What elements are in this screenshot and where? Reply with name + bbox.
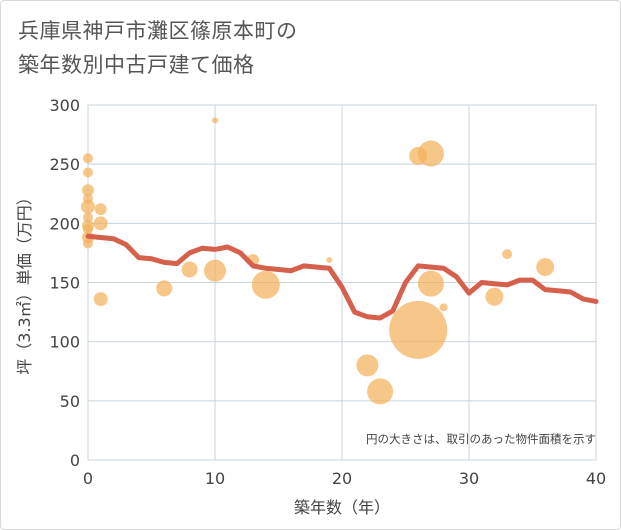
bubble-point	[439, 303, 448, 312]
bubble-point	[485, 287, 504, 306]
y-tick-label: 250	[49, 155, 80, 174]
bubble-point	[536, 258, 555, 277]
bubble-point	[181, 261, 198, 278]
y-tick-label: 200	[49, 214, 80, 233]
y-tick-label: 50	[60, 392, 80, 411]
bubble-point	[93, 216, 108, 231]
trend-line	[85, 233, 599, 321]
bubble-point	[389, 300, 448, 359]
chart-title: 兵庫県神戸市灘区篠原本町の 築年数別中古戸建て価格	[18, 14, 298, 82]
bubble-point	[502, 249, 513, 260]
bubble-point	[83, 167, 93, 178]
x-axis-title: 築年数（年）	[294, 498, 390, 517]
grid-lines	[87, 104, 597, 461]
bubble-point	[204, 259, 226, 282]
bubble-point	[326, 257, 333, 264]
bubble-point	[83, 212, 93, 223]
bubble-point	[212, 117, 218, 124]
bubble-point	[83, 238, 93, 249]
bubble-point	[156, 280, 173, 297]
bubble-point	[367, 378, 394, 405]
axis-ticks: 0 50 100 150 200 250 300 0 10 20 30 40	[49, 96, 606, 488]
y-tick-label: 300	[49, 96, 80, 115]
chart-title-line-2: 築年数別中古戸建て価格	[18, 53, 255, 77]
bubble-point	[94, 203, 107, 216]
bubble-point	[81, 199, 95, 214]
bubble-point	[83, 224, 93, 235]
bubble-point	[83, 153, 93, 164]
y-tick-label: 150	[49, 274, 80, 293]
x-tick-label: 0	[83, 469, 93, 488]
bubble-point	[82, 184, 94, 197]
bubble-point	[356, 354, 379, 377]
y-axis-title: 坪（3.3㎡）単価（万円）	[15, 189, 34, 374]
size-annotation: 円の大きさは、取引のあった物件面積を示す	[366, 432, 596, 446]
plot-border	[87, 104, 597, 461]
x-tick-label: 30	[459, 469, 479, 488]
y-tick-label: 0	[70, 451, 80, 470]
bubble-point	[93, 292, 108, 307]
bubble-point	[251, 270, 280, 299]
bubble-point	[417, 140, 444, 167]
x-tick-label: 40	[586, 469, 606, 488]
chart-title-line-1: 兵庫県神戸市灘区篠原本町の	[18, 19, 298, 43]
bubble-point	[417, 270, 444, 297]
x-tick-label: 20	[332, 469, 352, 488]
y-tick-label: 100	[49, 333, 80, 352]
x-tick-label: 10	[205, 469, 225, 488]
